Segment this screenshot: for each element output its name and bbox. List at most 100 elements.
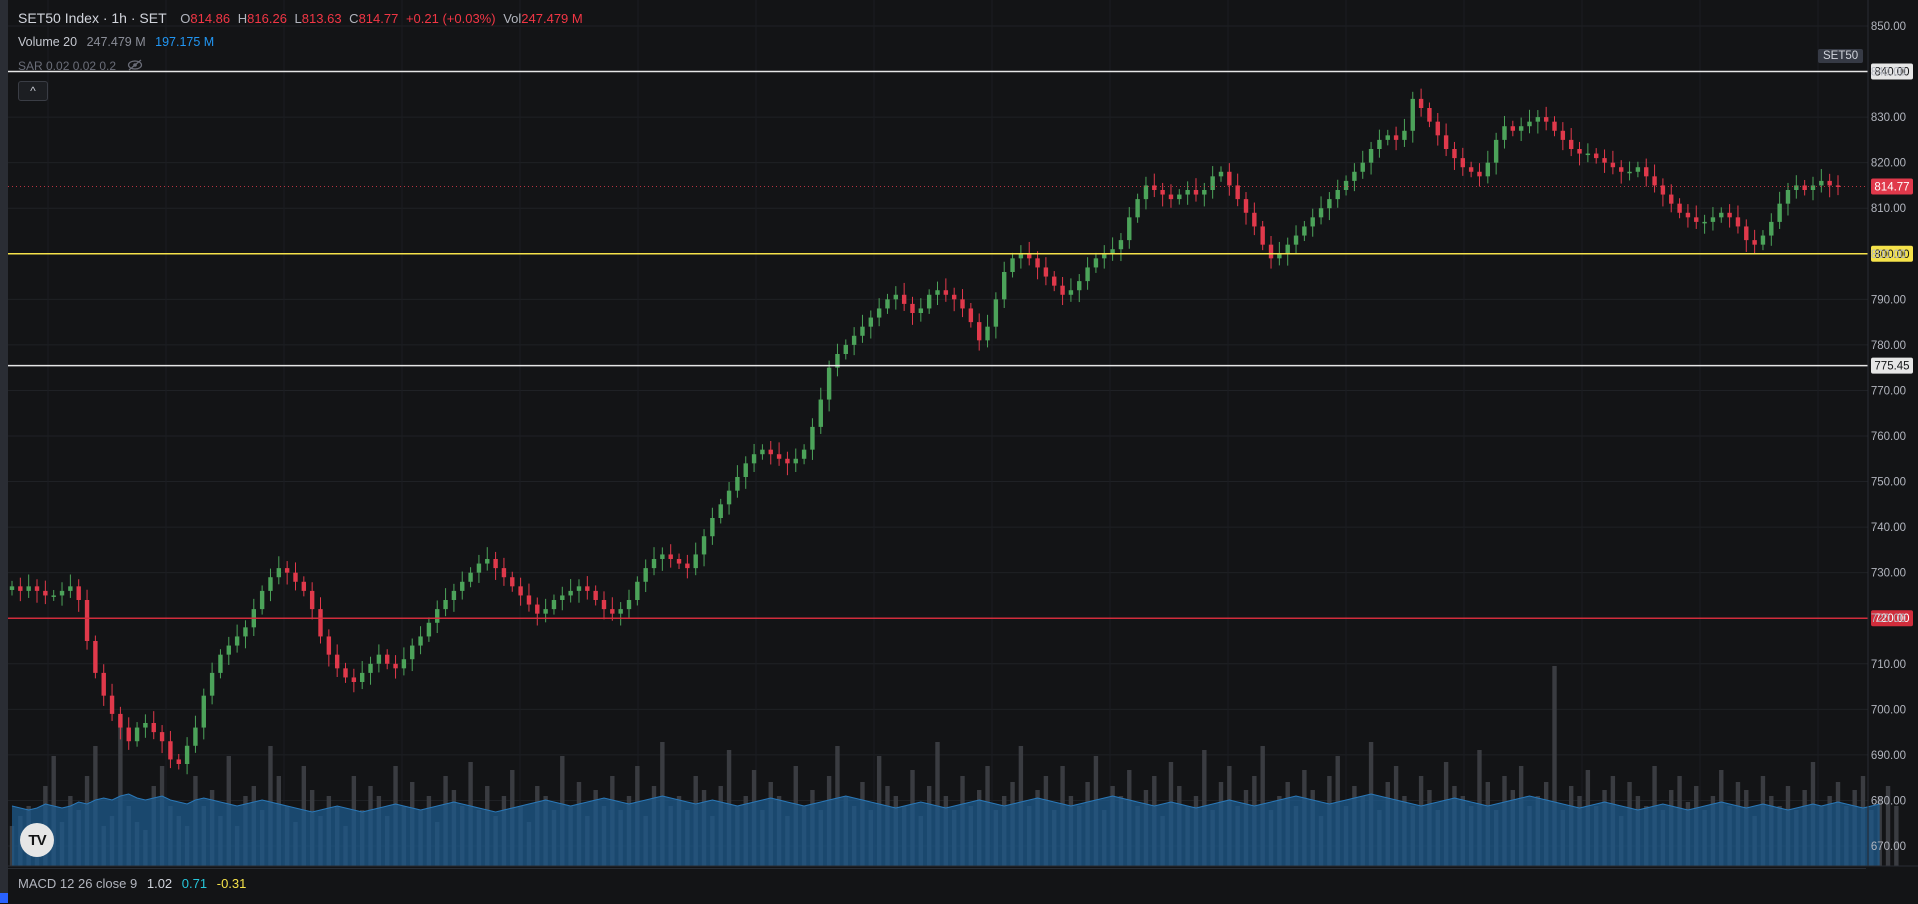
close-label: C xyxy=(349,11,359,26)
candle-body xyxy=(1002,272,1007,300)
candle-body xyxy=(1327,199,1332,209)
candle-body xyxy=(259,590,265,610)
candle-body xyxy=(326,636,332,655)
candle-body xyxy=(960,299,965,309)
candle-body xyxy=(1810,185,1816,190)
candle-body xyxy=(1060,285,1065,295)
candle-body xyxy=(751,454,757,464)
candle-body xyxy=(468,572,473,582)
candle-body xyxy=(901,294,907,304)
candle-body xyxy=(1677,203,1682,213)
candle-body xyxy=(1285,244,1290,254)
candle-body xyxy=(318,609,323,637)
candle-body xyxy=(418,636,423,646)
candle-body xyxy=(743,463,748,477)
tradingview-logo[interactable]: TV xyxy=(20,823,54,857)
horizontal-line-label-bg xyxy=(1871,357,1913,374)
candle-body xyxy=(1460,158,1465,168)
volume-indicator-label[interactable]: Volume 20 xyxy=(18,35,78,49)
candle-body xyxy=(376,654,382,664)
macd-label[interactable]: MACD 12 26 close 9 xyxy=(18,876,138,891)
candle-body xyxy=(651,559,657,569)
candle-body xyxy=(926,294,932,309)
symbol-title[interactable]: SET50 Index · 1h · SET xyxy=(18,10,167,26)
candle-body xyxy=(1610,162,1616,168)
macd-signal-value: 0.71 xyxy=(181,876,208,891)
candle-body xyxy=(510,577,515,587)
candle-body xyxy=(676,559,682,564)
candle-body xyxy=(1052,276,1057,286)
volume-legend[interactable]: Volume 20 247.479 M 197.175 M xyxy=(18,34,214,50)
price-axis[interactable]: 850.00 840.00 830.00 820.00 810.00 800.00 790.… xyxy=(8,0,1918,867)
ohlc-legend: SET50 Index · 1h · SET O814.86 H816.26 L… xyxy=(18,10,583,27)
price-tick-label: 810.00 xyxy=(1871,203,1906,215)
candle-body xyxy=(143,723,148,728)
candle-body xyxy=(1102,253,1107,259)
sar-legend[interactable]: SAR 0.02 0.02 0.2 xyxy=(18,58,143,74)
candle-body xyxy=(1110,249,1115,254)
candle-body xyxy=(1068,290,1074,295)
candle-body xyxy=(1443,135,1449,149)
candle-body xyxy=(693,554,698,569)
candle-body xyxy=(43,590,48,596)
eye-hidden-icon[interactable] xyxy=(127,59,143,71)
candle-body xyxy=(126,727,131,742)
price-tick-label: 730.00 xyxy=(1871,568,1906,580)
candle-body xyxy=(685,563,690,569)
horizontal-line-label: 720.00 xyxy=(1874,613,1909,625)
macd-pane[interactable] xyxy=(8,868,1866,904)
candle-body xyxy=(334,654,340,669)
collapse-legend-button[interactable]: ^ xyxy=(18,81,48,101)
candle-body xyxy=(1669,194,1674,204)
candle-body xyxy=(1827,180,1832,186)
candle-body xyxy=(1010,258,1015,272)
candle-body xyxy=(401,659,407,669)
candle-body xyxy=(768,449,773,455)
sar-label[interactable]: SAR 0.02 0.02 0.2 xyxy=(18,59,117,73)
candle-body xyxy=(1252,212,1257,227)
candle-body xyxy=(59,590,65,596)
candle-body xyxy=(1560,130,1566,140)
candle-body xyxy=(610,609,615,614)
candle-body xyxy=(1260,226,1265,245)
candle-body xyxy=(234,636,240,646)
candle-body xyxy=(410,645,415,660)
candle-body xyxy=(985,326,990,341)
candle-body xyxy=(1493,139,1499,163)
candle-body xyxy=(443,600,448,610)
candle-body xyxy=(426,622,432,637)
candle-body xyxy=(1543,117,1549,122)
price-tick-label: 720.00 xyxy=(1871,613,1906,625)
candle-body xyxy=(1235,185,1240,200)
candle-body xyxy=(1802,185,1807,190)
candle-body xyxy=(910,303,915,313)
candle-body xyxy=(501,568,507,578)
candle-body xyxy=(1268,244,1274,259)
candle-body xyxy=(1127,217,1132,241)
candle-body xyxy=(1427,108,1432,122)
candle-body xyxy=(635,581,640,600)
price-tick-label: 670.00 xyxy=(1871,841,1906,853)
macd-legend[interactable]: MACD 12 26 close 9 1.02 0.71 -0.31 xyxy=(18,876,252,891)
candle-body xyxy=(34,586,40,591)
candle-body xyxy=(1477,171,1482,177)
candle-body xyxy=(1527,121,1532,127)
horizontal-lines[interactable]: 840.00 800.00 775.45 720.00 814.77 xyxy=(8,63,1913,627)
candle-body xyxy=(101,672,106,696)
candle-body xyxy=(168,741,173,760)
candles[interactable] xyxy=(9,88,1841,775)
candle-body xyxy=(51,595,56,597)
candle-body xyxy=(109,695,115,714)
candle-body xyxy=(1302,226,1307,236)
volume-value: 247.479 M xyxy=(86,35,146,49)
price-tick-label: 850.00 xyxy=(1871,21,1906,33)
horizontal-line-label-bg xyxy=(1871,610,1913,627)
candle-body xyxy=(1352,171,1357,181)
candle-body xyxy=(476,563,482,573)
left-toolbar-strip xyxy=(0,0,8,903)
candle-body xyxy=(1135,199,1140,218)
candle-body xyxy=(843,344,848,354)
candle-body xyxy=(1468,167,1474,172)
candle-body xyxy=(1510,126,1516,131)
